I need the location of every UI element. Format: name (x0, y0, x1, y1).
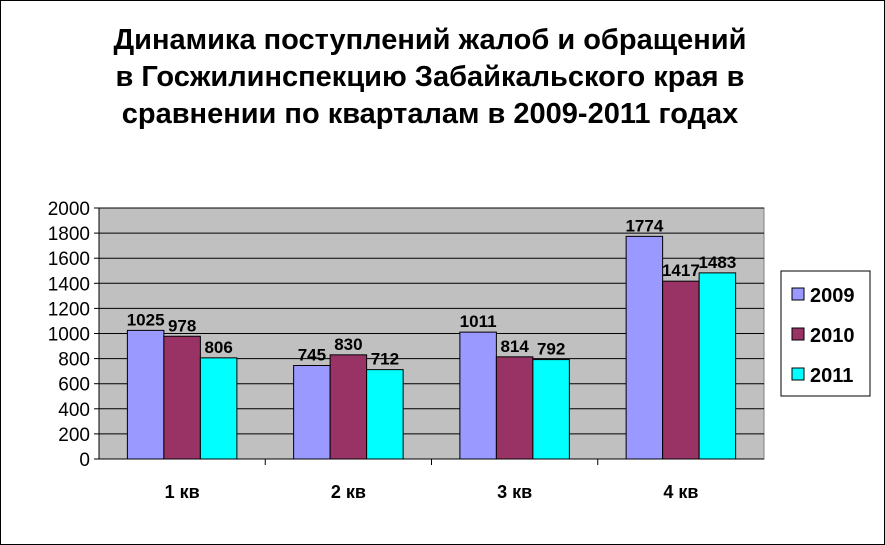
bar-2009 (625, 235, 664, 460)
bar-2010 (329, 354, 368, 460)
y-tick-label: 0 (79, 450, 90, 471)
bar-2009 (126, 329, 165, 460)
y-tick-label: 600 (58, 375, 90, 396)
bar-2011 (366, 369, 404, 460)
chart-title-line: в Госжилинспекцию Забайкальского края в (115, 61, 745, 93)
y-tick-label: 1800 (48, 224, 90, 245)
x-category-label: 4 кв (663, 482, 698, 502)
chart-title-line: сравнении по кварталам в 2009-2011 годах (121, 98, 739, 130)
chart-title: Динамика поступлений жалоб и обращений в… (40, 22, 820, 133)
legend-swatch-2009 (791, 287, 805, 301)
data-label: 1417 (662, 261, 700, 280)
x-category-label: 1 кв (165, 482, 200, 502)
data-label: 745 (298, 346, 326, 365)
y-tick-label: 2000 (48, 199, 90, 220)
bar-2011 (199, 357, 238, 460)
data-label: 1025 (127, 310, 165, 329)
bar-2010 (163, 335, 201, 460)
y-tick-label: 200 (58, 425, 90, 446)
legend-swatch-2011 (791, 367, 805, 381)
bar-2011 (532, 359, 570, 460)
legend-label: 2009 (810, 285, 855, 307)
bar-2009 (293, 365, 331, 460)
data-label: 814 (500, 337, 529, 356)
x-category-label: 3 кв (497, 482, 532, 502)
data-label: 1011 (460, 312, 497, 331)
data-label: 712 (371, 350, 399, 369)
y-tick-label: 800 (58, 350, 90, 371)
data-label: 1483 (698, 253, 736, 272)
legend-swatch-2010 (791, 327, 805, 341)
y-tick-label: 1000 (48, 325, 90, 346)
legend-label: 2011 (810, 365, 853, 387)
y-tick-label: 1600 (48, 249, 90, 270)
y-tick-label: 400 (58, 400, 90, 421)
y-tick-label: 1400 (48, 274, 90, 295)
y-tick-label: 1200 (48, 299, 90, 320)
data-label: 978 (168, 316, 196, 335)
chart-title-line: Динамика поступлений жалоб и обращений (113, 24, 747, 56)
bar-2010 (495, 356, 534, 460)
bar-2011 (698, 272, 737, 460)
data-label: 1774 (625, 216, 663, 235)
data-label: 806 (204, 338, 232, 357)
data-label: 830 (334, 335, 362, 354)
bar-2010 (662, 280, 700, 460)
data-label: 792 (537, 340, 565, 359)
bar-2009 (459, 331, 497, 460)
legend-label: 2010 (810, 325, 855, 347)
x-category-label: 2 кв (331, 482, 366, 502)
